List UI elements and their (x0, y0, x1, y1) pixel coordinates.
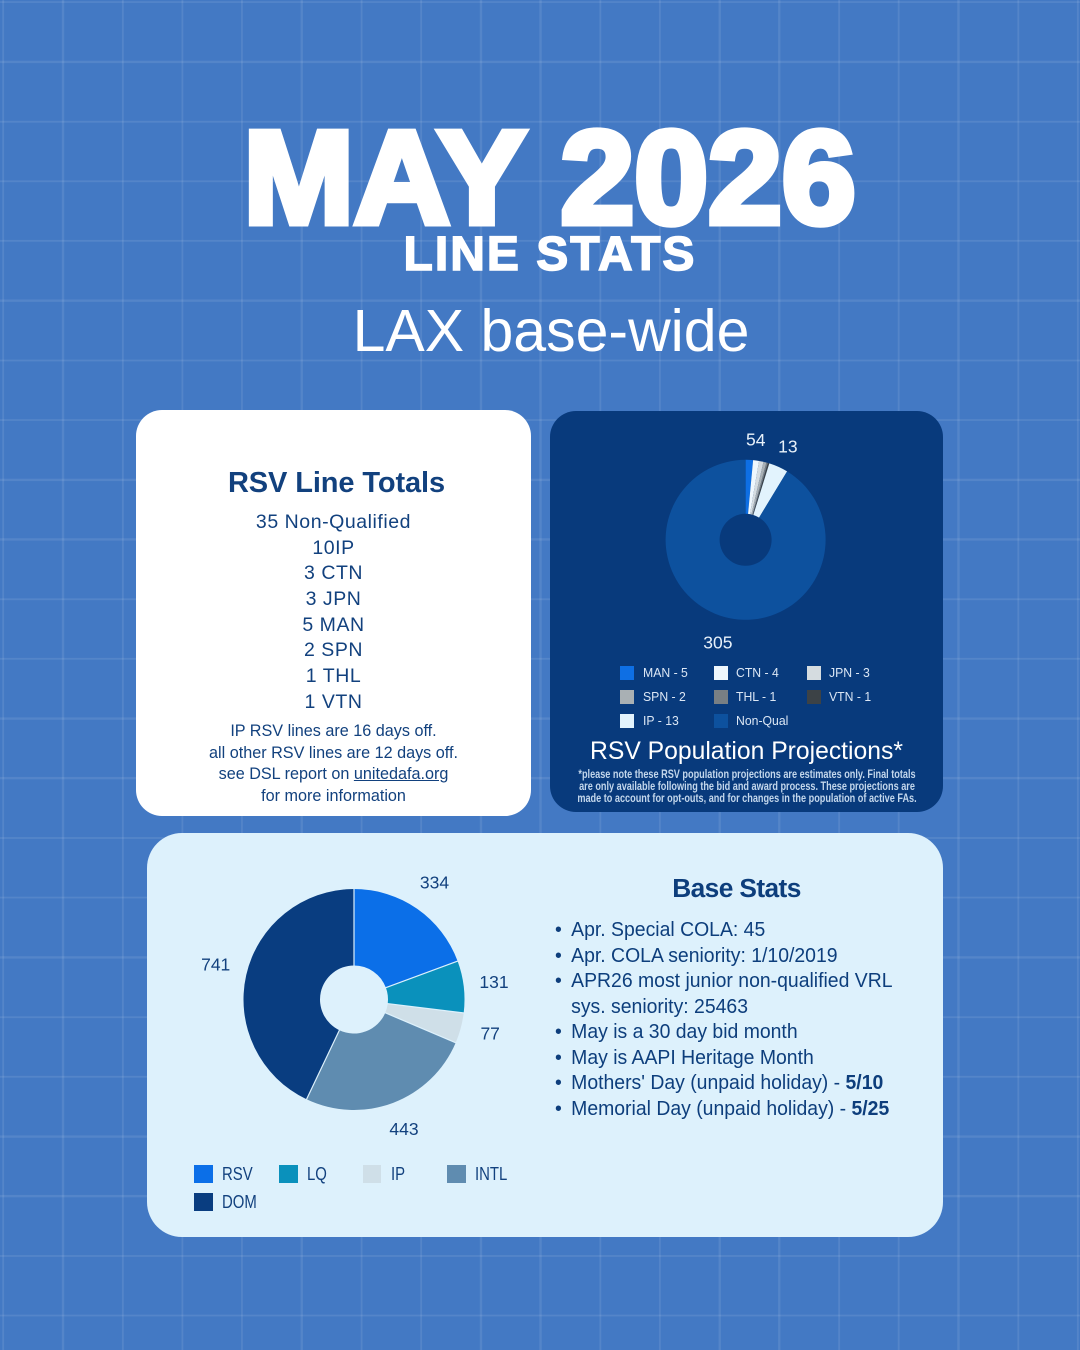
svg-text:443: 443 (389, 1119, 418, 1139)
svg-text:77: 77 (480, 1024, 499, 1044)
svg-text:131: 131 (479, 972, 508, 992)
svg-text:4: 4 (756, 430, 766, 450)
svg-text:305: 305 (703, 632, 732, 652)
svg-text:13: 13 (778, 437, 797, 457)
svg-text:5: 5 (746, 429, 756, 449)
svg-text:334: 334 (420, 872, 449, 892)
svg-text:741: 741 (201, 954, 230, 974)
